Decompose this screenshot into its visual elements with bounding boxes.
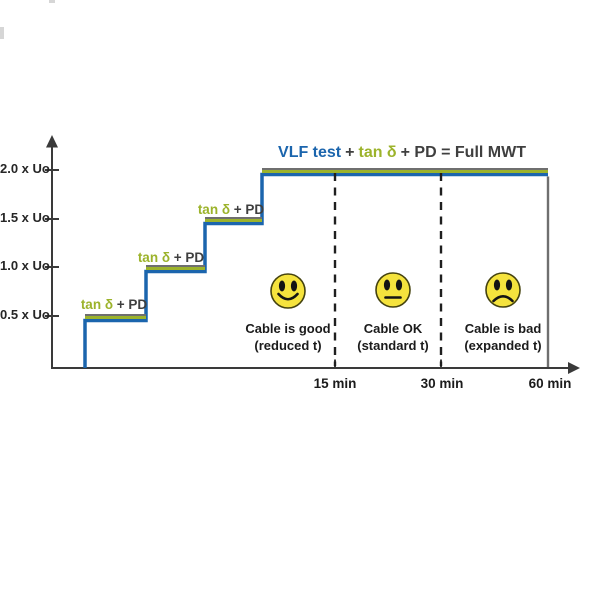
zone-caption-ok: Cable OK (standard t) [331,320,455,354]
step-label-tan-delta: tan δ [137,250,171,265]
step-label-1.0uo: tan δ + PD [123,250,219,265]
happy-face-icon [270,273,306,309]
zone-caption-line2: (standard t) [357,338,429,353]
step-label-0.5uo: tan δ + PD [66,297,162,312]
title-plus: + [345,144,355,161]
zone-caption-line2: (reduced t) [254,338,322,353]
step-label-pd: + PD [173,250,205,265]
y-tick-label-1.5uo: 1.5 x Uo [0,210,50,225]
y-axis-arrow-icon [46,135,58,148]
zone-caption-line1: Cable OK [363,321,423,336]
y-tick-label-2.0uo: 2.0 x Uo [0,161,50,176]
zone-caption-line2: (expanded t) [464,338,542,353]
title-tan-delta: tan δ [358,144,397,161]
title-vlf-test: VLF test [278,144,342,161]
zone-caption-line1: Cable is good [245,321,331,336]
edge-artifact [49,0,55,3]
x-tick-label-60min: 60 min [528,376,572,391]
x-tick-label-15min: 15 min [313,376,357,391]
zone-caption-good: Cable is good (reduced t) [226,320,350,354]
step-label-tan-delta: tan δ [197,202,231,217]
step-label-tan-delta: tan δ [80,297,114,312]
x-axis-arrow-icon [568,362,580,374]
step-line [83,172,548,368]
neutral-face-icon [375,272,411,308]
step-label-1.5uo: tan δ + PD [183,202,279,217]
x-tick-label-30min: 30 min [420,376,464,391]
y-tick-label-0.5uo: 0.5 x Uo [0,307,50,322]
step-label-pd: + PD [116,297,148,312]
page-title: VLF test + tan δ + PD = Full MWT [252,144,552,162]
edge-artifact [0,27,4,39]
zone-caption-bad: Cable is bad (expanded t) [441,320,565,354]
sad-face-icon [485,272,521,308]
y-tick-label-1.0uo: 1.0 x Uo [0,258,50,273]
tread-overlays [85,168,548,319]
title-suffix: + PD = Full MWT [400,144,526,161]
zone-caption-line1: Cable is bad [464,321,542,336]
step-label-pd: + PD [233,202,265,217]
